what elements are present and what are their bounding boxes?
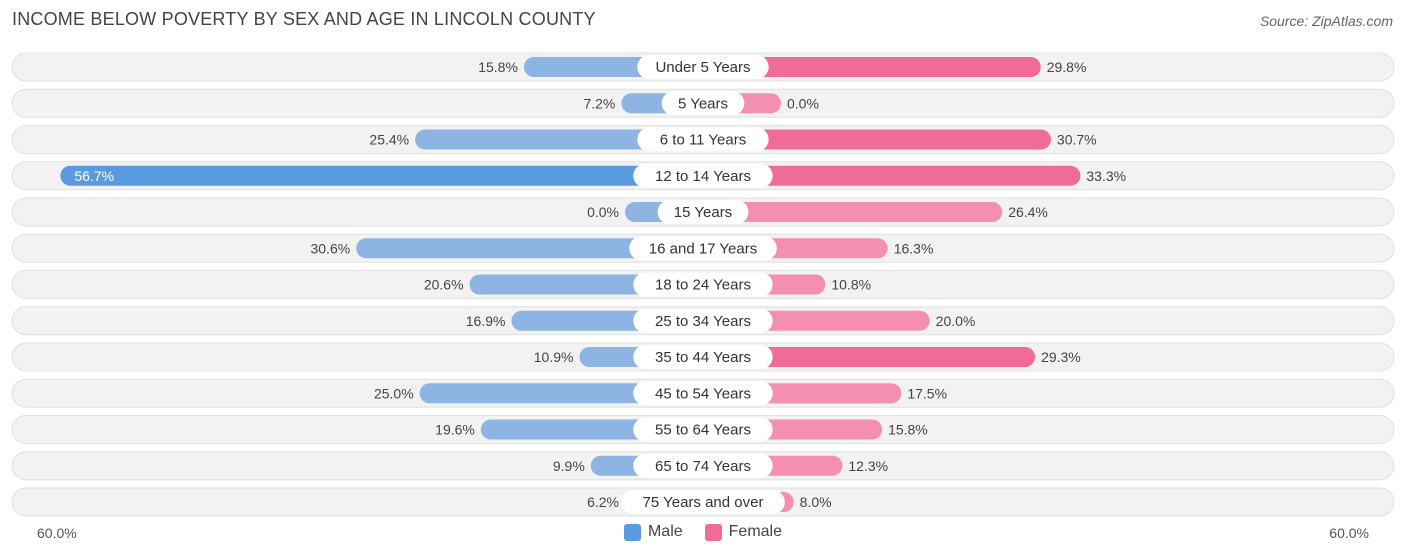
value-label-female: 16.3% [894, 240, 934, 256]
category-label: Under 5 Years [655, 59, 750, 76]
category-label: 75 Years and over [643, 494, 764, 511]
bar-female [703, 347, 1036, 367]
value-label-male: 25.4% [369, 132, 409, 148]
value-label-male: 9.9% [553, 458, 585, 474]
category-label: 55 to 64 Years [655, 422, 751, 439]
chart-canvas: Under 5 Years 15.8% 29.8% 5 Years 7.2% 0.0% 6 … [11, 52, 1395, 517]
category-pill [633, 163, 773, 188]
value-label-male: 30.6% [310, 240, 350, 256]
value-label-male: 25.0% [374, 385, 414, 401]
value-label-female: 17.5% [907, 385, 947, 401]
chart-title: INCOME BELOW POVERTY BY SEX AND AGE IN L… [12, 9, 596, 29]
value-label-male: 6.2% [587, 494, 619, 510]
category-label: 45 to 54 Years [655, 385, 751, 402]
bar-male [60, 165, 703, 186]
category-label: 35 to 44 Years [655, 349, 751, 366]
category-pill [633, 345, 773, 369]
value-label-male: 19.6% [435, 422, 475, 438]
value-label-female: 29.3% [1041, 349, 1081, 365]
category-label: 12 to 14 Years [655, 168, 751, 185]
bar-male [356, 238, 703, 259]
category-pill [633, 417, 773, 442]
bar-female [703, 202, 1003, 222]
category-label: 6 to 11 Years [660, 132, 746, 149]
value-label-male: 15.8% [478, 59, 518, 75]
category-label: 15 Years [674, 204, 732, 221]
value-label-female: 8.0% [800, 494, 832, 510]
value-label-female: 15.8% [888, 422, 928, 438]
category-pill [629, 236, 777, 261]
value-label-male: 16.9% [466, 313, 506, 329]
category-pill [633, 272, 773, 297]
value-label-male: 20.6% [424, 277, 464, 293]
category-pill [633, 381, 773, 406]
legend: Male Female [0, 523, 1406, 541]
value-label-female: 26.4% [1008, 204, 1048, 220]
axis-min-label: 60.0% [37, 525, 77, 541]
value-label-female: 20.0% [936, 313, 976, 329]
category-pill [621, 490, 785, 514]
category-pill [637, 127, 769, 152]
legend-swatch-male [623, 523, 641, 541]
value-label-female: 29.8% [1047, 59, 1087, 75]
bar-male [415, 129, 703, 150]
value-label-female: 12.3% [848, 458, 888, 474]
category-pill [637, 55, 769, 79]
legend-item-female[interactable]: Female [704, 523, 783, 541]
legend-item-male[interactable]: Male [623, 523, 683, 541]
category-label: 18 to 24 Years [655, 277, 751, 294]
value-label-male: 0.0% [587, 204, 619, 220]
legend-label-male: Male [647, 523, 683, 540]
legend-label-female: Female [728, 523, 783, 540]
bar-female [703, 129, 1051, 150]
category-label: 16 and 17 Years [649, 240, 757, 257]
bar-male [419, 383, 703, 404]
category-pill [661, 91, 745, 116]
value-label-male: 56.7% [74, 168, 114, 184]
value-label-male: 10.9% [534, 349, 574, 365]
category-label: 65 to 74 Years [655, 458, 751, 475]
value-label-female: 0.0% [787, 95, 819, 111]
category-pill [633, 453, 773, 478]
bar-female [703, 165, 1081, 186]
value-label-male: 7.2% [583, 95, 615, 111]
value-label-female: 30.7% [1057, 132, 1097, 148]
chart-source: Source: ZipAtlas.com [1259, 13, 1393, 29]
category-pill [657, 200, 749, 224]
category-pill [633, 308, 773, 333]
bar-female [703, 57, 1041, 77]
category-label: 5 Years [678, 95, 728, 112]
legend-swatch-female [704, 523, 722, 541]
value-label-female: 10.8% [831, 277, 871, 293]
axis-max-label: 60.0% [1329, 525, 1369, 541]
value-label-female: 33.3% [1086, 168, 1126, 184]
category-label: 25 to 34 Years [655, 313, 751, 330]
